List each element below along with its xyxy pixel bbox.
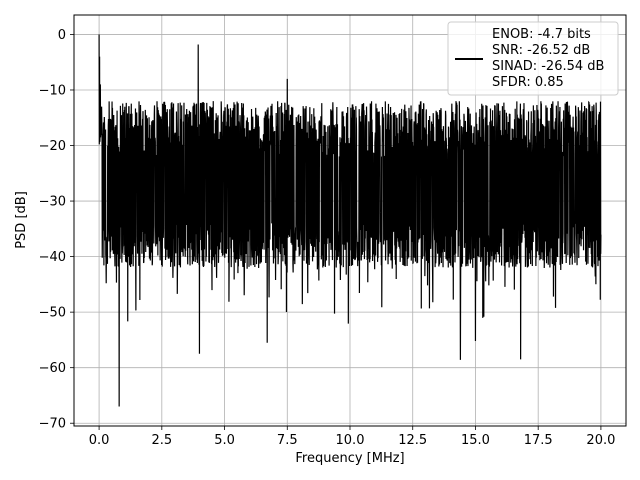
legend-box	[447, 21, 619, 96]
x-tick-label: 10.0	[336, 433, 365, 448]
y-tick-label: 0	[58, 28, 66, 43]
psd-series-line	[98, 34, 602, 407]
x-tick-label: 0.0	[89, 433, 110, 448]
y-tick-label: −40	[39, 250, 66, 265]
y-axis-ticks: 0 −10 −20 −30 −40 −50 −60 −70	[39, 28, 74, 432]
x-tick-label: 5.0	[214, 433, 235, 448]
y-tick-label: −20	[39, 139, 66, 154]
x-tick-label: 12.5	[398, 433, 427, 448]
x-tick-label: 7.5	[277, 433, 298, 448]
plot-area	[98, 34, 602, 407]
y-axis-label: PSD [dB]	[14, 191, 29, 249]
y-tick-label: −30	[39, 195, 66, 210]
y-tick-label: −70	[39, 417, 66, 432]
x-axis-ticks: 0.0 2.5 5.0 7.5 10.0 12.5 15.0 17.5 20.0	[89, 426, 615, 448]
y-tick-label: −10	[39, 83, 66, 98]
x-tick-label: 2.5	[151, 433, 172, 448]
legend-snr: SNR: -26.52 dB	[492, 43, 590, 58]
x-tick-label: 15.0	[461, 433, 490, 448]
legend: ENOB: -4.7 bits SNR: -26.52 dB SINAD: -2…	[447, 21, 619, 96]
legend-enob: ENOB: -4.7 bits	[492, 27, 591, 42]
x-axis-label: Frequency [MHz]	[295, 451, 404, 466]
legend-sfdr: SFDR: 0.85	[492, 75, 564, 90]
x-tick-label: 20.0	[586, 433, 615, 448]
x-tick-label: 17.5	[524, 433, 553, 448]
y-tick-label: −50	[39, 306, 66, 321]
y-tick-label: −60	[39, 361, 66, 376]
legend-sinad: SINAD: -26.54 dB	[492, 59, 604, 74]
